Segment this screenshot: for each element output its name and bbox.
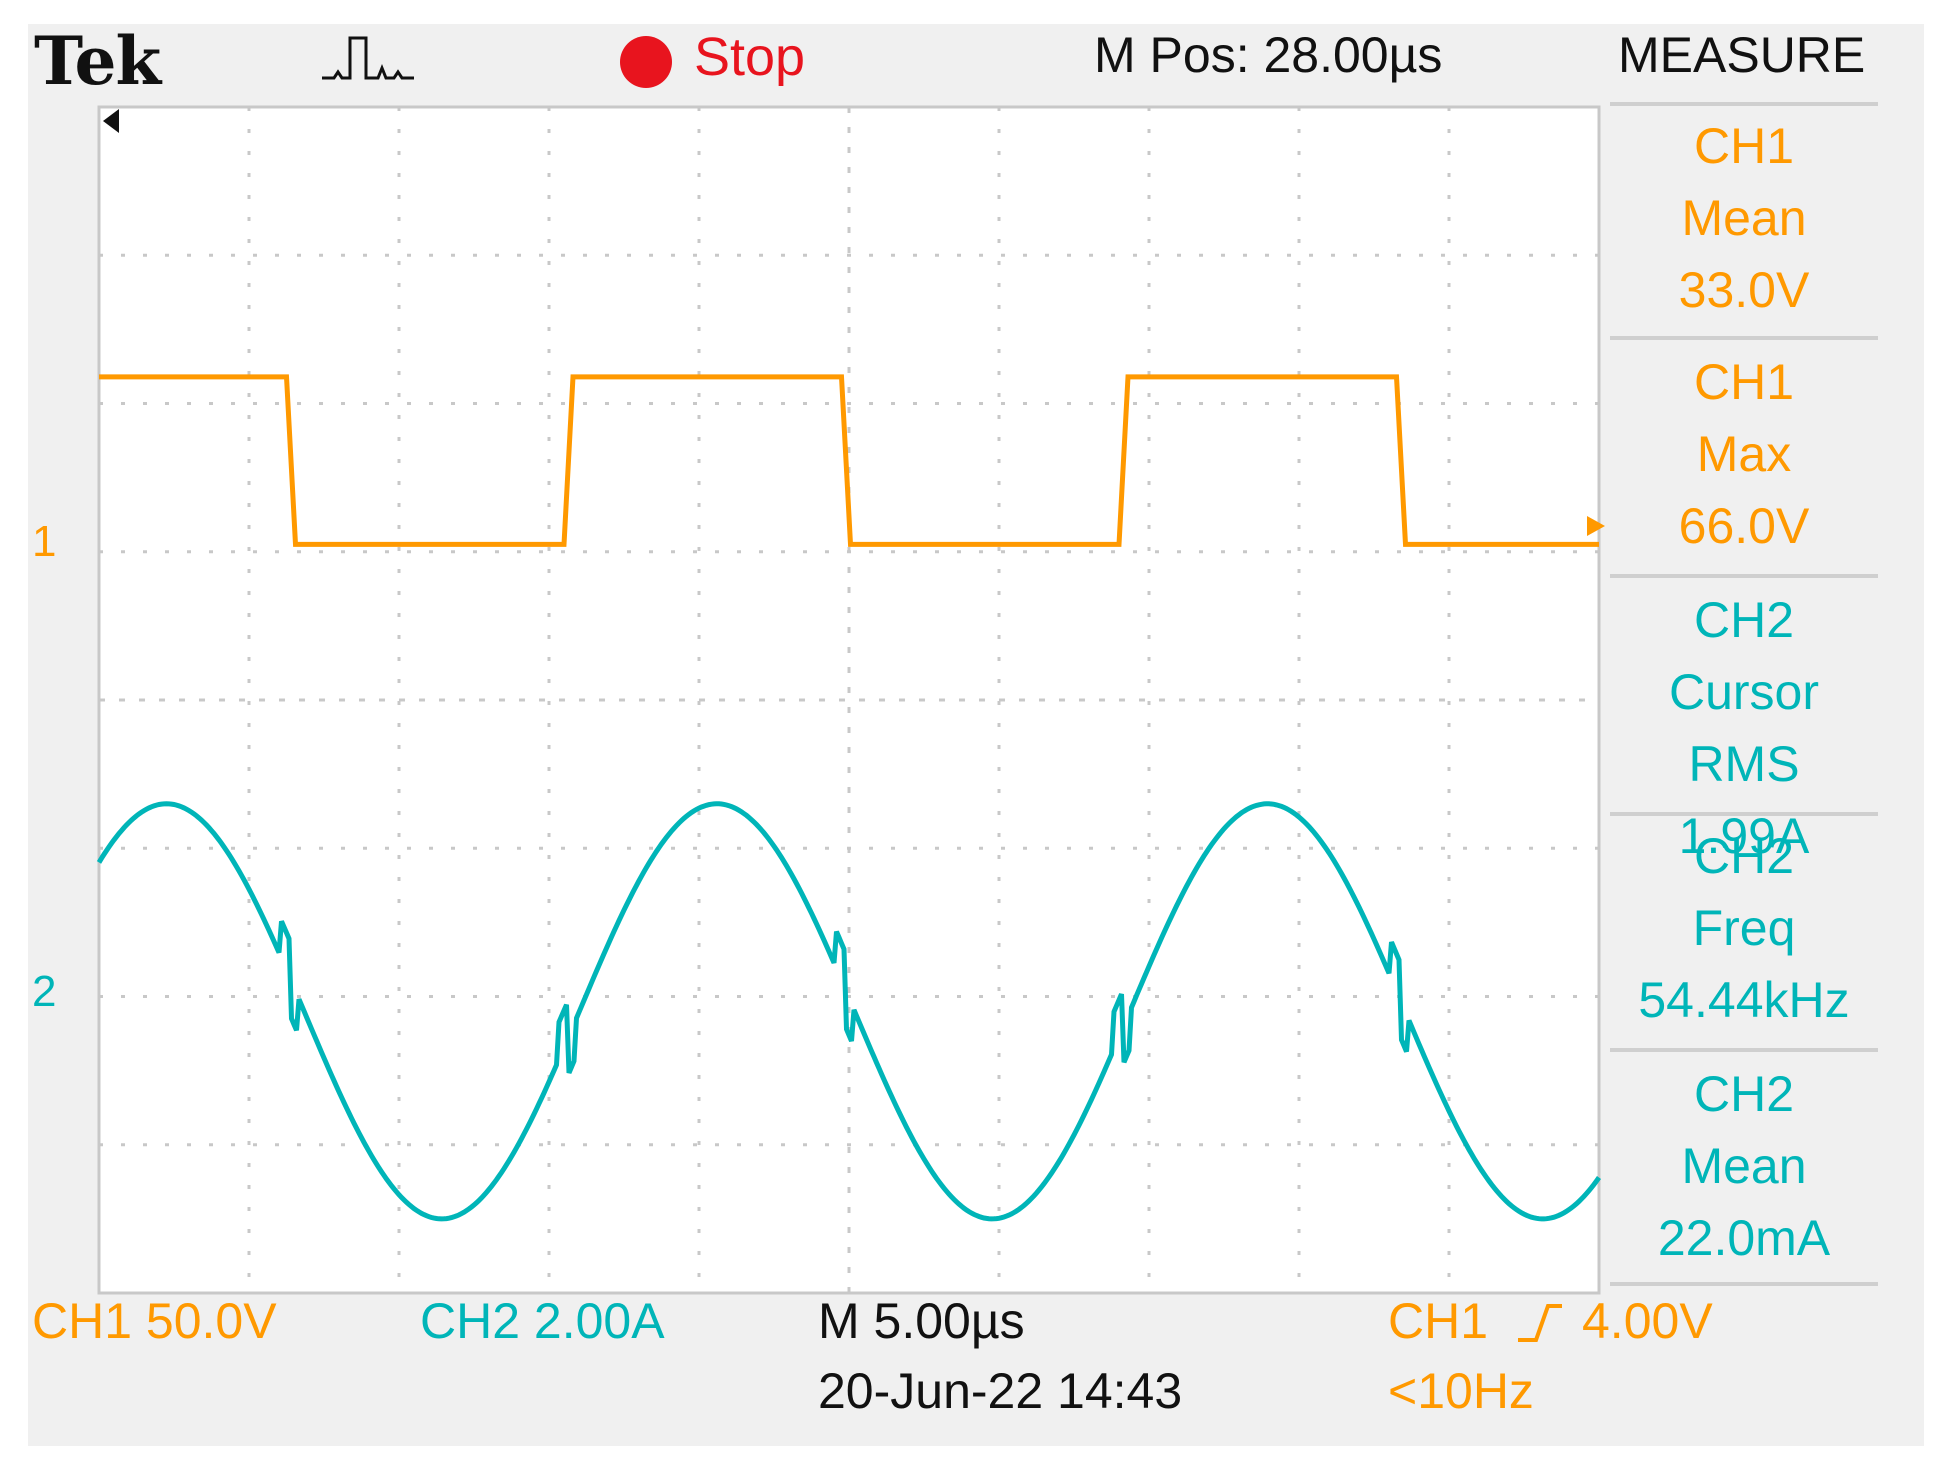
separator <box>1610 574 1878 578</box>
measure-type: Cursor RMS <box>1668 664 1820 792</box>
trigger-level-arrow <box>1587 516 1605 536</box>
measure-value: 33.0V <box>1678 262 1810 318</box>
separator <box>1610 102 1878 106</box>
measure-type: Freq <box>1692 900 1796 956</box>
separator <box>1610 1282 1878 1286</box>
separator <box>1610 1048 1878 1052</box>
measure-value: 66.0V <box>1678 498 1810 554</box>
measure-channel: CH2 <box>1693 828 1795 884</box>
measure-title: MEASURE <box>1618 27 1866 83</box>
ch2-ground-marker: 2 <box>32 967 57 1016</box>
rising-edge-icon <box>1518 1304 1562 1342</box>
trigger-pulse-icon <box>322 36 414 80</box>
trigger-position-arrow <box>103 109 119 133</box>
horizontal-position: M Pos: 28.00µs <box>1094 27 1443 83</box>
measure-type: Mean <box>1681 190 1807 246</box>
measure-value: 22.0mA <box>1657 1210 1831 1266</box>
measure-value: 1.99A <box>1678 808 1810 864</box>
run-status[interactable]: Stop <box>694 27 806 87</box>
graticule-frame <box>97 105 1601 1295</box>
measure-item-5[interactable]: CH2 Mean 22.0mA <box>1610 1058 1878 1274</box>
datetime: 20-Jun-22 14:43 <box>818 1363 1183 1419</box>
trigger-source: CH1 <box>1388 1293 1489 1349</box>
measure-value: 54.44kHz <box>1638 972 1850 1028</box>
stop-dot-icon <box>620 36 672 88</box>
ch1-scale: CH1 50.0V <box>32 1293 277 1349</box>
measure-item-3[interactable]: CH2 Cursor RMS 1.99A <box>1610 584 1878 872</box>
ch1-ground-marker: 1 <box>32 517 57 566</box>
waveform-display <box>96 105 1605 1295</box>
measure-channel: CH2 <box>1693 592 1795 648</box>
measure-type: Max <box>1696 426 1792 482</box>
trigger-level: 4.00V <box>1582 1293 1713 1349</box>
separator <box>1610 812 1878 816</box>
measure-channel: CH1 <box>1693 354 1795 410</box>
measure-item-4[interactable]: CH2 Freq 54.44kHz <box>1610 820 1878 1036</box>
measure-channel: CH2 <box>1693 1066 1795 1122</box>
brand-logo: Tek <box>34 22 161 100</box>
ch1-waveform <box>99 374 1599 547</box>
separator <box>1610 336 1878 340</box>
timebase: M 5.00µs <box>818 1293 1025 1349</box>
measure-item-1[interactable]: CH1 Mean 33.0V <box>1610 110 1878 326</box>
graticule <box>97 105 1601 1295</box>
ch2-scale: CH2 2.00A <box>420 1293 665 1349</box>
measure-channel: CH1 <box>1693 118 1795 174</box>
trigger-frequency: <10Hz <box>1388 1363 1534 1419</box>
measure-type: Mean <box>1681 1138 1807 1194</box>
ch2-waveform <box>96 801 1602 1222</box>
oscilloscope-screen: Tek Stop M Pos: 28.00µs MEASURE 1 2 CH1 … <box>28 24 1924 1446</box>
measure-item-2[interactable]: CH1 Max 66.0V <box>1610 346 1878 562</box>
